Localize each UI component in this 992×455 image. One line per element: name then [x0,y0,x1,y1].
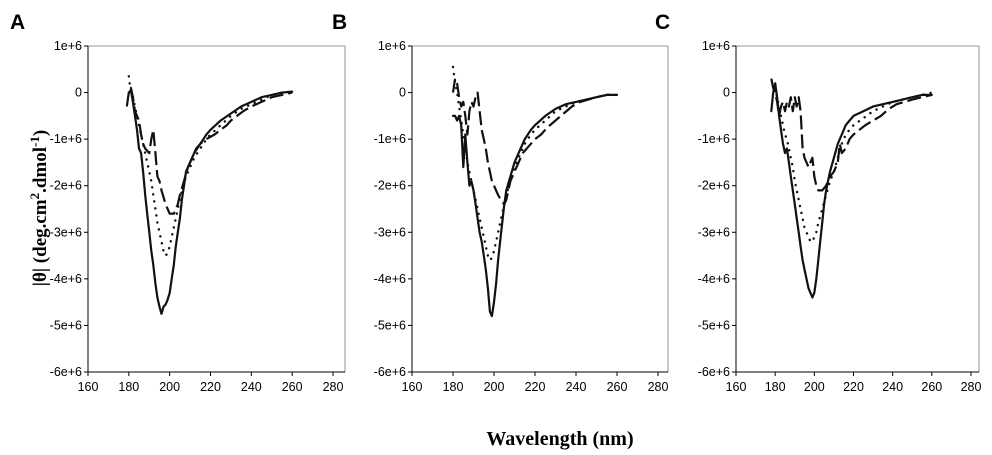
y-tick-label: -1e+6 [50,132,82,146]
series-line-solid [451,93,619,318]
y-tick-label: -5e+6 [50,318,82,332]
y-tick-label: -6e+6 [698,365,730,379]
series-line-dot [451,65,619,263]
x-tick-label: 280 [648,380,669,394]
y-axis-title-prefix: |θ| (deg.cm [30,199,51,286]
y-tick-label: -2e+6 [374,179,406,193]
x-tick-label: 260 [282,380,303,394]
panel-letter: C [655,11,670,34]
x-tick-label: 160 [402,380,423,394]
x-tick-label: 160 [78,380,99,394]
x-tick-label: 240 [241,380,262,394]
panel-letter: A [10,11,25,34]
y-tick-label: -1e+6 [698,132,730,146]
y-tick-label: -5e+6 [698,318,730,332]
y-tick-label: 1e+6 [54,39,82,53]
x-tick-label: 260 [607,380,628,394]
y-tick-label: 1e+6 [378,39,406,53]
y-tick-label: 1e+6 [702,39,730,53]
series-line-dash [125,86,293,215]
x-axis-title: Wavelength (nm) [486,428,633,450]
y-tick-label: -3e+6 [698,225,730,239]
x-tick-label: 180 [443,380,464,394]
x-tick-label: 280 [961,380,982,394]
y-tick-label: -6e+6 [374,365,406,379]
x-tick-label: 280 [323,380,344,394]
y-tick-label: -2e+6 [50,179,82,193]
series-line-dot [774,86,933,243]
y-tick-label: 0 [75,86,82,100]
x-tick-label: 220 [843,380,864,394]
y-tick-label: -3e+6 [50,225,82,239]
x-tick-label: 200 [484,380,505,394]
y-tick-label: -5e+6 [374,318,406,332]
x-tick-label: 200 [804,380,825,394]
x-tick-label: 220 [525,380,546,394]
series-line-solid [127,89,294,315]
y-tick-label: -4e+6 [374,272,406,286]
y-axis-title-suffix: ) [30,130,51,136]
x-tick-label: 260 [921,380,942,394]
panel-letter: B [332,11,347,34]
y-tick-label: -6e+6 [50,365,82,379]
y-axis-title-sup2: -1 [27,136,42,147]
series-line-dash [770,78,933,192]
y-axis-title-sup1: 2 [27,193,42,200]
series-line-solid [770,82,933,299]
x-tick-label: 180 [118,380,139,394]
y-tick-label: 0 [399,86,406,100]
x-tick-label: 160 [726,380,747,394]
series-line-dash [451,77,617,206]
series-line-dot [127,75,294,258]
x-tick-label: 240 [566,380,587,394]
y-axis-title: |θ| (deg.cm2.dmol-1) [27,130,51,286]
y-tick-label: -4e+6 [50,272,82,286]
y-tick-label: 0 [723,86,730,100]
x-tick-label: 180 [765,380,786,394]
y-axis-title-mid: .dmol [30,147,51,193]
x-tick-label: 200 [159,380,180,394]
y-tick-label: -1e+6 [374,132,406,146]
x-tick-label: 220 [200,380,221,394]
y-tick-label: -3e+6 [374,225,406,239]
y-tick-label: -2e+6 [698,179,730,193]
x-tick-label: 240 [882,380,903,394]
y-tick-label: -4e+6 [698,272,730,286]
